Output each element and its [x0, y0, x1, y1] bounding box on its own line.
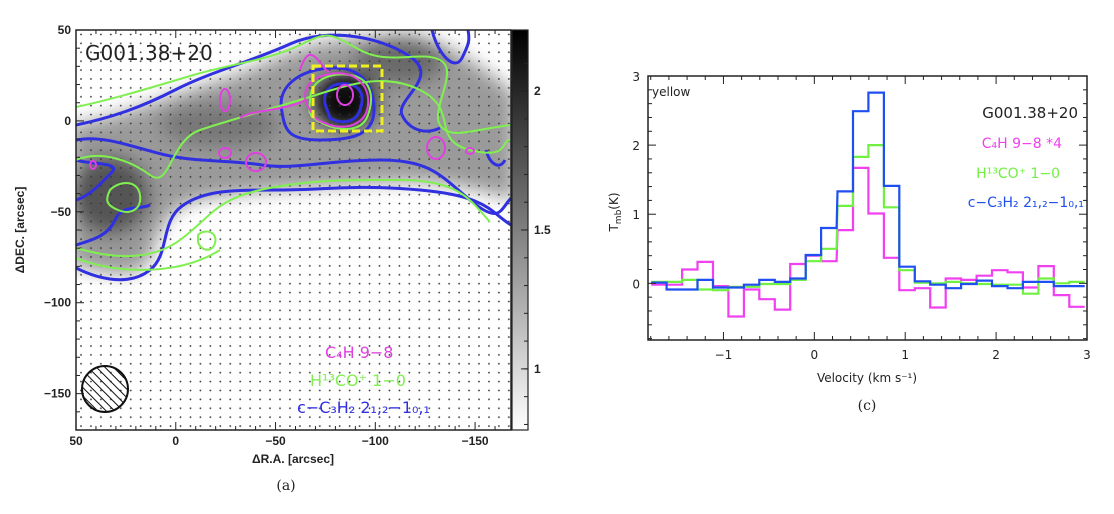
y-tick-label: −100 — [44, 296, 71, 310]
map-ticks: 50 0 −50 −100 −150 50 0 −50 −100 −150 — [44, 23, 496, 448]
spectrum-title: G001.38+20 — [982, 104, 1078, 122]
x-tick-label: 1 — [901, 348, 909, 362]
colorbar-tick-label: 1 — [534, 362, 541, 376]
caption-c: (c) — [858, 398, 877, 414]
ylabel-main: T — [607, 224, 621, 233]
intensity-image — [76, 30, 511, 430]
x-tick-label: 2 — [992, 348, 1000, 362]
map-legend-c4h: C₄H 9−8 — [325, 343, 393, 362]
spectrum-xlabel: Velocity (km s⁻¹) — [817, 371, 917, 385]
spectrum-frame — [647, 75, 1088, 341]
spectrum-series-2 — [651, 91, 1085, 291]
map-legend-c3h2: c−C₃H₂ 2₁,₂−1₀,₁ — [297, 398, 430, 417]
caption-a: (a) — [276, 478, 295, 494]
x-tick-label: −1 — [715, 348, 733, 362]
y-tick-label: 0 — [632, 277, 640, 291]
y-tick-label: −150 — [44, 387, 71, 401]
spectrum-ticks: −1 0 1 2 3 0 1 2 3 — [632, 70, 1090, 362]
colorbar-tick-label: 1.5 — [534, 223, 551, 237]
x-tick-label: 3 — [1083, 348, 1091, 362]
map-legend-h13co: H¹³CO⁺ 1−0 — [310, 371, 406, 390]
y-tick-label: 0 — [64, 114, 71, 128]
colorbar-tick-label: 2 — [534, 84, 541, 98]
y-tick-label: 2 — [632, 139, 640, 153]
map-xlabel: ΔR.A. [arcsec] — [252, 452, 334, 466]
x-tick-label: 50 — [69, 434, 83, 448]
x-tick-label: −50 — [265, 434, 286, 448]
legend-h13co: H¹³CO⁺ 1−0 — [976, 166, 1060, 182]
x-tick-label: −100 — [362, 434, 389, 448]
colorbar-ticks: 21.51 — [521, 62, 551, 425]
y-tick-label: 3 — [632, 70, 640, 84]
x-tick-label: 0 — [811, 348, 819, 362]
map-ylabel: ΔDEC. [arcsec] — [13, 187, 27, 274]
ylabel-sub: mb — [614, 209, 624, 224]
spectrum-lines — [651, 91, 1085, 318]
x-tick-label: −150 — [462, 434, 489, 448]
beam-icon — [81, 365, 129, 413]
legend-c4h: C₄H 9−8 *4 — [982, 136, 1062, 152]
map-title: G001.38+20 — [85, 41, 213, 65]
legend-c3h2: c−C₃H₂ 2₁,₂−1₀,₁ — [968, 195, 1084, 211]
y-tick-label: 1 — [632, 208, 640, 222]
spectrum-series-0 — [651, 166, 1085, 318]
ylabel-rest: (K) — [607, 192, 621, 209]
highlight-box — [311, 64, 384, 133]
contours-H13CO+ — [76, 34, 511, 271]
y-tick-label: −50 — [51, 205, 72, 219]
spectrum-ylabel: Tmb(K) — [607, 192, 624, 232]
y-tick-label: 50 — [58, 23, 72, 37]
corner-label: yellow — [652, 85, 690, 99]
x-tick-label: 0 — [172, 434, 179, 448]
